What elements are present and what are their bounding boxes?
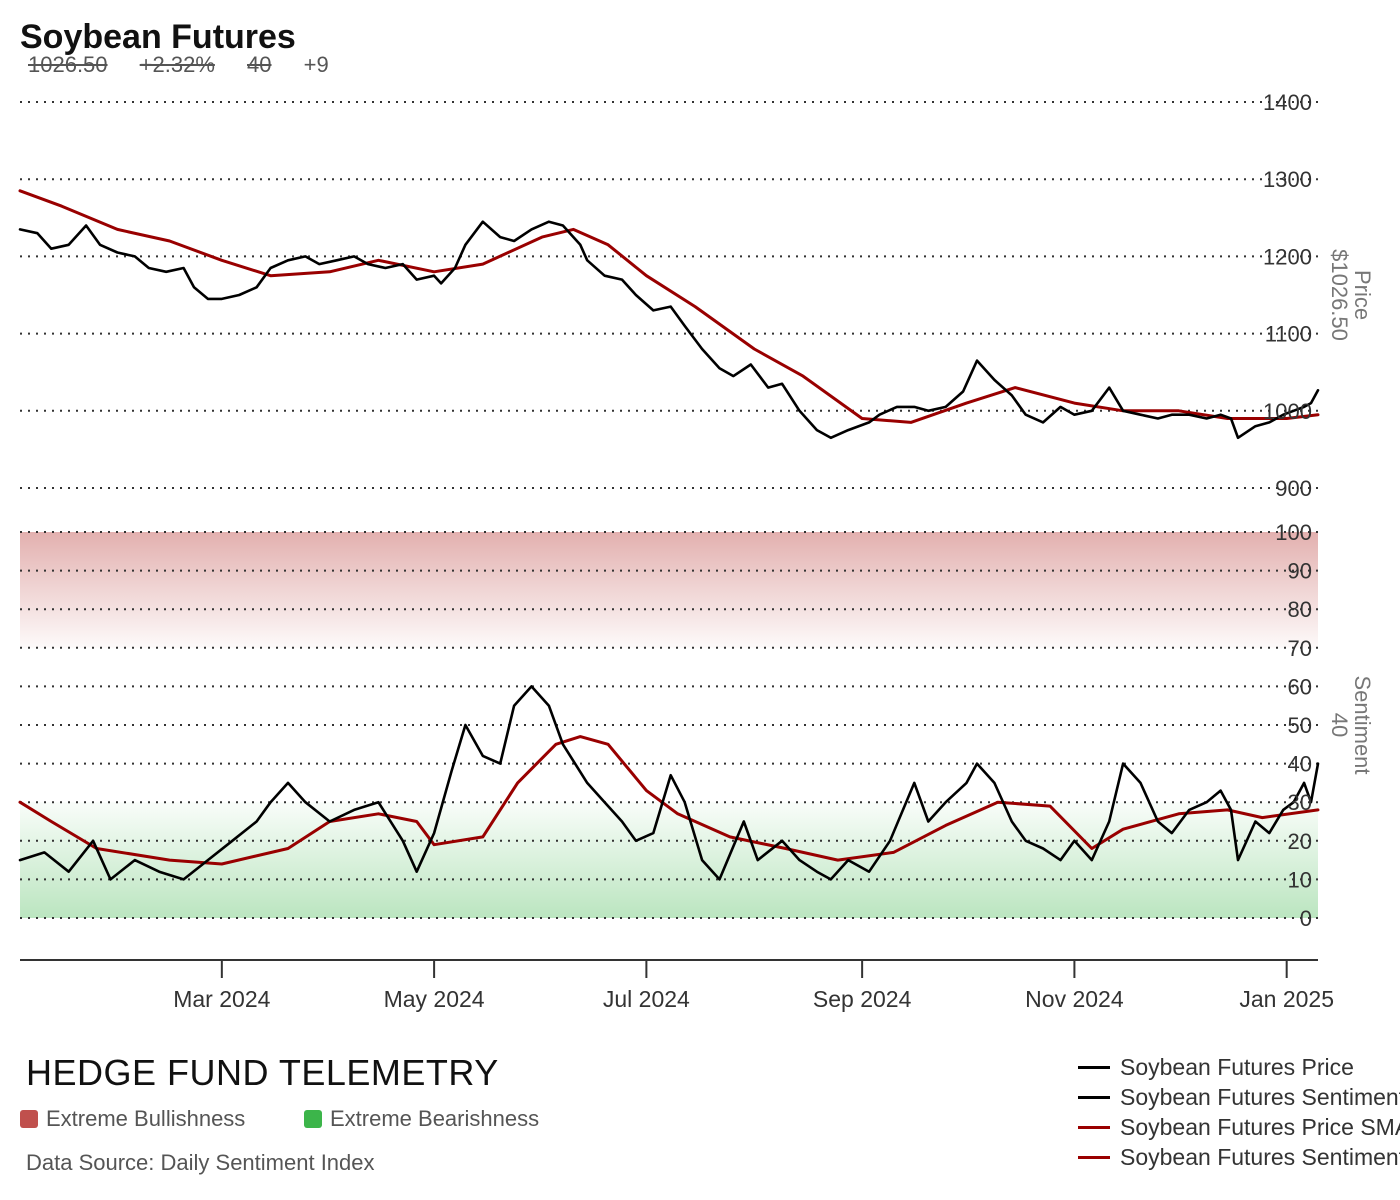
x-tick-label: Mar 2024 xyxy=(173,986,270,1012)
legend-swatch xyxy=(1078,1125,1110,1129)
legend-swatch xyxy=(1078,1065,1110,1069)
soybean-futures-price-line xyxy=(18,220,1320,440)
sentiment-tick-label: 10 xyxy=(1288,867,1312,892)
sentiment-tick-label: 70 xyxy=(1288,636,1312,661)
legend-label: Soybean Futures Sentiment SMA xyxy=(1120,1143,1400,1170)
price-tick-label: 900 xyxy=(1275,476,1312,501)
data-source: Data Source: Daily Sentiment Index xyxy=(26,1150,375,1175)
sentiment-tick-label: 60 xyxy=(1288,674,1312,699)
legend-item-price[interactable]: Soybean Futures Price xyxy=(1078,1052,1400,1082)
header-stats: 1026.50 +2.32% 40 +9 xyxy=(28,52,355,78)
price-tick-label: 1000 xyxy=(1263,399,1312,424)
legend-swatch xyxy=(1078,1155,1110,1159)
price-tick-label: 1400 xyxy=(1263,90,1312,115)
x-tick-label: Jul 2024 xyxy=(603,986,690,1012)
x-tick-label: Jan 2025 xyxy=(1239,986,1334,1012)
bull-zone-swatch xyxy=(20,1110,38,1128)
sentiment-change: +9 xyxy=(303,52,329,77)
bull-zone xyxy=(20,532,1318,648)
sentiment-axis-title: Sentiment xyxy=(1350,675,1375,774)
sentiment-value: 40 xyxy=(247,52,272,77)
sentiment-tick-label: 90 xyxy=(1288,559,1312,584)
soybean-futures-sentiment-line xyxy=(18,685,1320,881)
price-tick-label: 1300 xyxy=(1263,167,1312,192)
series-layer xyxy=(18,189,1320,881)
sentiment-tick-label: 100 xyxy=(1275,520,1312,545)
y-axis-ticks: 900 1000 1100 1200 1300 1400 0 10 20 30 40 50 60 70 80… xyxy=(1263,90,1312,931)
sentiment-tick-label: 80 xyxy=(1288,597,1312,622)
bull-zone-legend: Extreme Bullishness xyxy=(20,1106,245,1132)
bear-zone xyxy=(20,802,1318,918)
last-price: 1026.50 xyxy=(28,52,108,77)
sentiment-zones xyxy=(20,532,1318,918)
price-tick-label: 1200 xyxy=(1263,244,1312,269)
legend-item-sentiment[interactable]: Soybean Futures Sentiment xyxy=(1078,1082,1400,1112)
price-change: +2.32% xyxy=(139,52,215,77)
price-axis-title: Price xyxy=(1350,270,1375,320)
x-axis: Mar 2024 May 2024 Jul 2024 Sep 2024 Nov 2024… xyxy=(20,959,1334,1012)
x-tick-label: Nov 2024 xyxy=(1025,986,1124,1012)
chart: 900 1000 1100 1200 1300 1400 0 10 20 30 40 50 60 70 80… xyxy=(18,90,1375,1012)
soybean-futures-sentiment-sma-line xyxy=(18,735,1320,866)
grid-lines xyxy=(20,101,1318,919)
legend-swatch xyxy=(1078,1095,1110,1099)
chart-title: Soybean Futures xyxy=(20,18,296,56)
bear-zone-label: Extreme Bearishness xyxy=(330,1106,540,1131)
series-legend: Soybean Futures Price Soybean Futures Se… xyxy=(1078,1052,1400,1172)
legend-label: Soybean Futures Sentiment xyxy=(1120,1083,1400,1110)
bear-zone-legend: Extreme Bearishness xyxy=(304,1106,539,1132)
sentiment-tick-label: 40 xyxy=(1288,752,1312,777)
x-tick-label: Sep 2024 xyxy=(813,986,912,1012)
x-tick-label: May 2024 xyxy=(384,986,485,1012)
legend-label: Soybean Futures Price xyxy=(1120,1053,1354,1080)
legend-label: Soybean Futures Price SMA xyxy=(1120,1113,1400,1140)
sentiment-tick-label: 0 xyxy=(1300,906,1312,931)
bull-zone-label: Extreme Bullishness xyxy=(46,1106,246,1131)
sentiment-tick-label: 20 xyxy=(1288,829,1312,854)
price-last-value-label: $1026.50 xyxy=(1327,249,1352,341)
legend-item-sentiment-sma[interactable]: Soybean Futures Sentiment SMA xyxy=(1078,1142,1400,1172)
bear-zone-swatch xyxy=(304,1110,322,1128)
sentiment-tick-label: 50 xyxy=(1288,713,1312,738)
soybean-futures-price-sma-line xyxy=(18,189,1320,424)
sentiment-last-value-label: 40 xyxy=(1327,713,1352,737)
brand-watermark: HEDGE FUND TELEMETRY xyxy=(26,1052,499,1093)
sentiment-tick-label: 30 xyxy=(1288,790,1312,815)
legend-item-price-sma[interactable]: Soybean Futures Price SMA xyxy=(1078,1112,1400,1142)
price-tick-label: 1100 xyxy=(1265,322,1312,347)
